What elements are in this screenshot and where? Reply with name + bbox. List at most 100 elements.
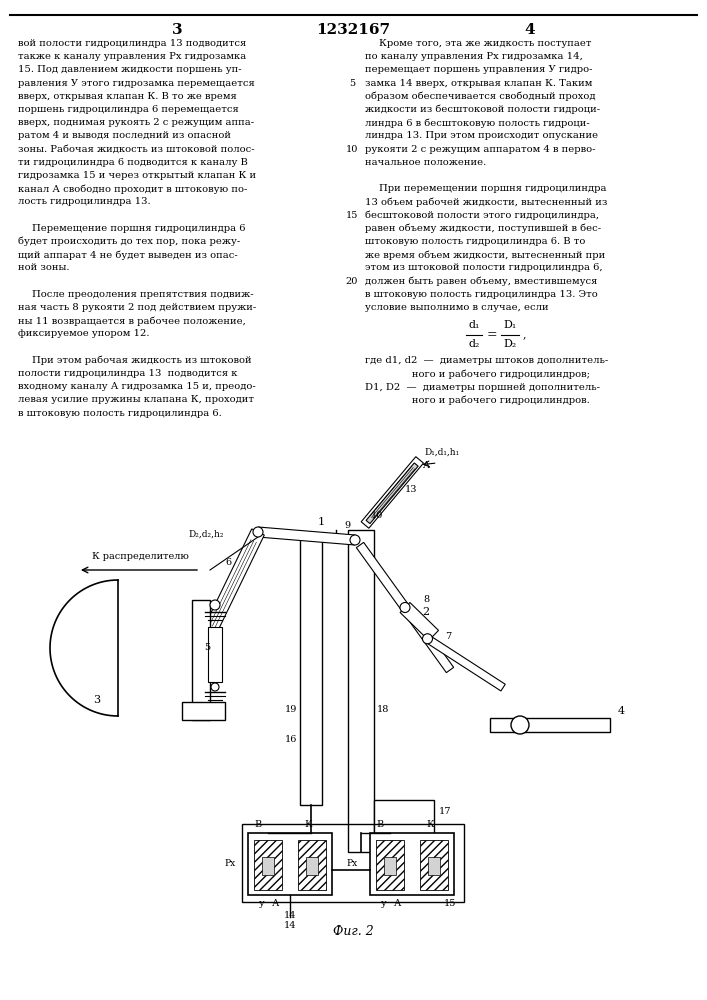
Polygon shape xyxy=(426,635,506,691)
Bar xyxy=(374,800,434,852)
Text: Pх: Pх xyxy=(346,859,358,868)
Text: у: у xyxy=(381,899,387,908)
Text: Pх: Pх xyxy=(225,859,236,868)
Bar xyxy=(182,702,225,720)
Text: должен быть равен объему, вместившемуся: должен быть равен объему, вместившемуся xyxy=(365,277,597,286)
Text: в штоковую полость гидроцилиндра 6.: в штоковую полость гидроцилиндра 6. xyxy=(18,409,222,418)
Text: ная часть 8 рукояти 2 под действием пружи-: ная часть 8 рукояти 2 под действием пруж… xyxy=(18,303,256,312)
Text: по каналу управления Px гидрозамка 14,: по каналу управления Px гидрозамка 14, xyxy=(365,52,583,61)
Text: 13: 13 xyxy=(405,485,418,494)
Text: К: К xyxy=(304,820,312,829)
Text: рукояти 2 с режущим аппаратом 4 в перво-: рукояти 2 с режущим аппаратом 4 в перво- xyxy=(365,145,595,154)
Circle shape xyxy=(211,683,219,691)
Text: вверх, открывая клапан К. В то же время: вверх, открывая клапан К. В то же время xyxy=(18,92,237,101)
Text: 14: 14 xyxy=(284,921,296,930)
Circle shape xyxy=(210,600,220,610)
Text: D1, D2  —  диаметры поршней дополнитель-: D1, D2 — диаметры поршней дополнитель- xyxy=(365,383,600,392)
Text: 10: 10 xyxy=(371,511,383,520)
Polygon shape xyxy=(366,463,418,524)
Circle shape xyxy=(253,527,263,537)
Text: этом из штоковой полости гидроцилиндра 6,: этом из штоковой полости гидроцилиндра 6… xyxy=(365,263,602,272)
Text: 5: 5 xyxy=(349,79,355,88)
Text: ного и рабочего гидроцилиндров;: ного и рабочего гидроцилиндров; xyxy=(365,369,590,379)
Text: 1232167: 1232167 xyxy=(316,23,390,37)
Text: щий аппарат 4 не будет выведен из опас-: щий аппарат 4 не будет выведен из опас- xyxy=(18,250,238,260)
Text: бесштоковой полости этого гидроцилиндра,: бесштоковой полости этого гидроцилиндра, xyxy=(365,211,599,220)
Text: Кроме того, эта же жидкость поступает: Кроме того, эта же жидкость поступает xyxy=(379,39,592,48)
Text: равления У этого гидрозамка перемещается: равления У этого гидрозамка перемещается xyxy=(18,79,255,88)
Bar xyxy=(262,857,274,875)
Text: ны 11 возвращается в рабочее положение,: ны 11 возвращается в рабочее положение, xyxy=(18,316,246,326)
Bar xyxy=(306,857,318,875)
Bar xyxy=(300,535,322,805)
Text: d₁: d₁ xyxy=(468,320,479,330)
Text: у: у xyxy=(259,899,265,908)
Bar xyxy=(248,833,332,895)
Text: При перемещении поршня гидроцилиндра: При перемещении поршня гидроцилиндра xyxy=(379,184,607,193)
Text: перемещает поршень управления У гидро-: перемещает поршень управления У гидро- xyxy=(365,65,592,74)
Text: =: = xyxy=(486,328,497,341)
Text: 14: 14 xyxy=(284,911,296,920)
Text: поршень гидроцилиндра 6 перемещается: поршень гидроцилиндра 6 перемещается xyxy=(18,105,239,114)
Text: В: В xyxy=(376,820,384,829)
Text: условие выполнимо в случае, если: условие выполнимо в случае, если xyxy=(365,303,549,312)
Text: где d1, d2  —  диаметры штоков дополнитель-: где d1, d2 — диаметры штоков дополнитель… xyxy=(365,356,608,365)
Text: 8: 8 xyxy=(423,595,429,604)
Text: начальное положение.: начальное положение. xyxy=(365,158,486,167)
Text: 10: 10 xyxy=(346,145,358,154)
Text: D₂: D₂ xyxy=(503,339,517,349)
Text: ,: , xyxy=(523,329,527,339)
Text: 2: 2 xyxy=(422,607,429,617)
Text: же время объем жидкости, вытесненный при: же время объем жидкости, вытесненный при xyxy=(365,250,605,260)
Text: вой полости гидроцилиндра 13 подводится: вой полости гидроцилиндра 13 подводится xyxy=(18,39,246,48)
Text: К: К xyxy=(426,820,434,829)
Bar xyxy=(242,824,464,902)
Text: К распределителю: К распределителю xyxy=(92,552,189,561)
Text: 4: 4 xyxy=(525,23,535,37)
Text: В: В xyxy=(255,820,262,829)
Text: ной зоны.: ной зоны. xyxy=(18,263,69,272)
Bar xyxy=(376,840,404,890)
Text: 6: 6 xyxy=(225,558,231,567)
Text: канал А свободно проходит в штоковую по-: канал А свободно проходит в штоковую по- xyxy=(18,184,247,194)
Text: полости гидроцилиндра 13  подводится к: полости гидроцилиндра 13 подводится к xyxy=(18,369,238,378)
Bar xyxy=(428,857,440,875)
Bar xyxy=(298,840,326,890)
Text: 5: 5 xyxy=(204,643,210,652)
Circle shape xyxy=(350,535,360,545)
Text: d₂: d₂ xyxy=(468,339,479,349)
Text: жидкости из бесштоковой полости гидроци-: жидкости из бесштоковой полости гидроци- xyxy=(365,105,600,114)
Text: 20: 20 xyxy=(346,277,358,286)
Text: в штоковую полость гидроцилиндра 13. Это: в штоковую полость гидроцилиндра 13. Это xyxy=(365,290,597,299)
Bar xyxy=(490,718,610,732)
Text: 19: 19 xyxy=(285,706,297,714)
Bar xyxy=(384,857,396,875)
Text: A: A xyxy=(421,461,428,470)
Text: При этом рабочая жидкость из штоковой: При этом рабочая жидкость из штоковой xyxy=(32,356,252,365)
Circle shape xyxy=(400,602,410,612)
Text: А: А xyxy=(395,899,402,908)
Circle shape xyxy=(423,634,433,644)
Text: 1: 1 xyxy=(317,517,325,527)
Text: После преодоления препятствия подвиж-: После преодоления препятствия подвиж- xyxy=(32,290,254,299)
Text: 3: 3 xyxy=(93,695,100,705)
Text: 18: 18 xyxy=(377,706,390,714)
Text: 15: 15 xyxy=(346,211,358,220)
Text: также к каналу управления Px гидрозамка: также к каналу управления Px гидрозамка xyxy=(18,52,246,61)
Text: 15: 15 xyxy=(444,899,456,908)
Text: 7: 7 xyxy=(445,632,452,641)
Text: левая усилие пружины клапана К, проходит: левая усилие пружины клапана К, проходит xyxy=(18,395,254,404)
Text: 17: 17 xyxy=(439,808,452,816)
Text: 15. Под давлением жидкости поршень уп-: 15. Под давлением жидкости поршень уп- xyxy=(18,65,242,74)
Bar xyxy=(420,840,448,890)
Text: фиксируемое упором 12.: фиксируемое упором 12. xyxy=(18,329,149,338)
Polygon shape xyxy=(201,529,264,638)
Text: лость гидроцилиндра 13.: лость гидроцилиндра 13. xyxy=(18,197,151,206)
Text: 9: 9 xyxy=(344,521,350,530)
Text: вверх, поднимая рукоять 2 с режущим аппа-: вверх, поднимая рукоять 2 с режущим аппа… xyxy=(18,118,254,127)
Text: 13 объем рабочей жидкости, вытесненный из: 13 объем рабочей жидкости, вытесненный и… xyxy=(365,197,607,207)
Text: зоны. Рабочая жидкость из штоковой полос-: зоны. Рабочая жидкость из штоковой полос… xyxy=(18,145,255,154)
Text: штоковую полость гидроцилиндра 6. В то: штоковую полость гидроцилиндра 6. В то xyxy=(365,237,585,246)
Text: ти гидроцилиндра 6 подводится к каналу B: ти гидроцилиндра 6 подводится к каналу B xyxy=(18,158,248,167)
Polygon shape xyxy=(356,542,454,673)
